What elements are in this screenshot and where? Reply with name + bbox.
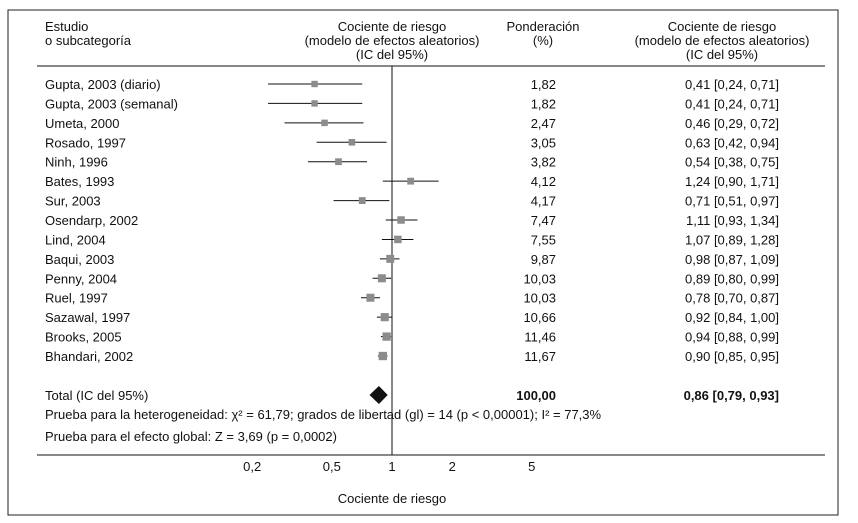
study-weight: 9,87	[531, 252, 556, 267]
study-ci: 0,41 [0,24, 0,71]	[685, 96, 779, 111]
study-weight: 3,05	[531, 135, 556, 150]
study-weight: 11,46	[524, 330, 556, 345]
study-weight: 1,82	[531, 77, 556, 92]
study-ci: 0,89 [0,80, 0,99]	[685, 271, 779, 286]
study-name: Osendarp, 2002	[45, 213, 138, 228]
point-square	[377, 274, 386, 283]
header-ci: (IC del 95%)	[686, 47, 758, 62]
study-weight: 4,17	[531, 194, 556, 209]
study-name: Ninh, 1996	[45, 155, 108, 170]
overall-effect-text: Prueba para el efecto global: Z = 3,69 (…	[45, 429, 337, 444]
header-weight: Ponderación	[507, 19, 580, 34]
point-square	[407, 177, 415, 185]
study-name: Rosado, 1997	[45, 135, 126, 150]
study-name: Sur, 2003	[45, 194, 101, 209]
point-square	[311, 80, 318, 88]
study-weight: 1,82	[531, 96, 556, 111]
header-ci: (modelo de efectos aleatorios)	[635, 33, 810, 48]
study-weight: 11,67	[524, 349, 556, 364]
point-square	[335, 158, 342, 166]
total-diamond	[369, 386, 388, 404]
header-plot: (modelo de efectos aleatorios)	[305, 33, 480, 48]
frame	[7, 9, 839, 516]
header-weight: (%)	[533, 33, 553, 48]
header-study: Estudio	[45, 19, 88, 34]
study-name: Penny, 2004	[45, 271, 117, 286]
point-square	[380, 313, 389, 322]
total-ci: 0,86 [0,79, 0,93]	[684, 388, 779, 403]
study-ci: 0,41 [0,24, 0,71]	[685, 77, 779, 92]
study-ci: 1,07 [0,89, 1,28]	[685, 232, 779, 247]
point-square	[358, 197, 366, 204]
study-weight: 7,55	[531, 232, 556, 247]
total-weight: 100,00	[516, 388, 556, 403]
point-square	[382, 332, 391, 341]
study-name: Sazawal, 1997	[45, 310, 130, 325]
x-axis-label: Cociente de riesgo	[338, 491, 446, 506]
study-name: Gupta, 2003 (diario)	[45, 77, 161, 92]
study-weight: 2,47	[531, 116, 556, 131]
x-tick-label: 0,2	[243, 459, 261, 474]
study-name: Lind, 2004	[45, 232, 106, 247]
study-ci: 0,94 [0,88, 0,99]	[685, 330, 779, 345]
header-ci: Cociente de riesgo	[668, 19, 776, 34]
study-ci: 0,92 [0,84, 1,00]	[685, 310, 779, 325]
study-name: Bhandari, 2002	[45, 349, 133, 364]
study-weight: 10,03	[523, 291, 556, 306]
point-square	[321, 119, 328, 127]
point-square	[311, 100, 318, 107]
study-ci: 0,46 [0,29, 0,72]	[685, 116, 779, 131]
study-ci: 0,98 [0,87, 1,09]	[685, 252, 779, 267]
study-weight: 3,82	[531, 155, 556, 170]
study-weight: 10,66	[523, 310, 556, 325]
study-ci: 1,24 [0,90, 1,71]	[685, 174, 779, 189]
point-square	[397, 216, 405, 224]
study-name: Bates, 1993	[45, 174, 114, 189]
study-ci: 0,71 [0,51, 0,97]	[685, 194, 779, 209]
study-ci: 0,63 [0,42, 0,94]	[685, 135, 779, 150]
study-weight: 10,03	[523, 271, 556, 286]
x-tick-label: 0,5	[323, 459, 341, 474]
study-ci: 1,11 [0,93, 1,34]	[686, 213, 779, 228]
study-weight: 4,12	[531, 174, 556, 189]
study-name: Brooks, 2005	[45, 330, 122, 345]
study-ci: 0,78 [0,70, 0,87]	[685, 291, 779, 306]
header-plot: Cociente de riesgo	[338, 19, 446, 34]
header-plot: (IC del 95%)	[356, 47, 428, 62]
x-tick-label: 1	[388, 459, 395, 474]
point-square	[378, 351, 388, 361]
point-square	[366, 293, 375, 302]
x-tick-label: 2	[449, 459, 456, 474]
x-tick-label: 5	[528, 459, 535, 474]
study-name: Umeta, 2000	[45, 116, 119, 131]
study-name: Gupta, 2003 (semanal)	[45, 96, 178, 111]
point-square	[348, 138, 356, 146]
point-square	[386, 254, 395, 263]
total-name: Total (IC del 95%)	[45, 388, 148, 403]
study-name: Baqui, 2003	[45, 252, 114, 267]
study-name: Ruel, 1997	[45, 291, 108, 306]
study-weight: 7,47	[531, 213, 556, 228]
heterogeneity-text: Prueba para la heterogeneidad: χ² = 61,7…	[45, 407, 602, 422]
study-ci: 0,90 [0,85, 0,95]	[685, 349, 779, 364]
header-study: o subcategoría	[45, 33, 132, 48]
point-square	[394, 235, 402, 244]
study-ci: 0,54 [0,38, 0,75]	[685, 155, 779, 170]
